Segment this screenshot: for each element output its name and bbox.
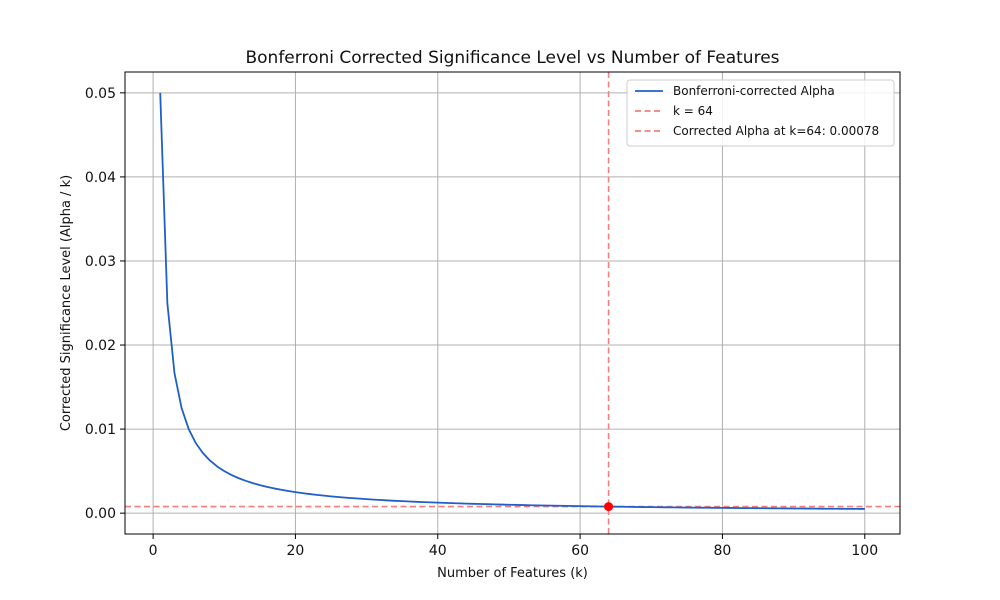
legend-label: k = 64 <box>673 104 713 118</box>
series-line <box>159 92 865 510</box>
y-axis-label: Corrected Significance Level (Alpha / k) <box>59 175 74 431</box>
y-tick-label: 0.05 <box>85 86 116 102</box>
x-tick-label: 100 <box>851 543 878 559</box>
x-tick-label: 20 <box>287 543 305 559</box>
axis-ticks: 0 20 40 60 80 100 0.00 0.01 0.02 0.03 0.04 0.05 <box>85 86 878 559</box>
legend-box <box>626 79 895 147</box>
x-tick-label: 80 <box>714 543 732 559</box>
x-tick-label: 40 <box>429 543 447 559</box>
chart-title: Bonferroni Corrected Significance Level … <box>245 48 779 68</box>
y-tick-label: 0.02 <box>85 338 116 354</box>
y-tick-label: 0.00 <box>85 506 116 522</box>
plot-frame <box>124 71 901 535</box>
highlight-point <box>604 502 614 512</box>
legend-label: Bonferroni-corrected Alpha <box>673 84 835 98</box>
x-tick-label: 60 <box>571 543 589 559</box>
y-tick-label: 0.04 <box>85 170 116 186</box>
legend: Bonferroni-corrected Alpha k = 64 Correcte… <box>626 79 895 147</box>
x-axis-label: Number of Features (k) <box>437 566 588 581</box>
x-tick-label: 0 <box>149 543 158 559</box>
y-tick-label: 0.01 <box>85 422 116 438</box>
legend-label: Corrected Alpha at k=64: 0.00078 <box>673 124 879 138</box>
grid <box>125 72 900 534</box>
reference-lines <box>125 72 900 534</box>
highlight-layer <box>604 502 614 512</box>
y-tick-label: 0.03 <box>85 254 116 270</box>
series-layer <box>159 92 865 510</box>
